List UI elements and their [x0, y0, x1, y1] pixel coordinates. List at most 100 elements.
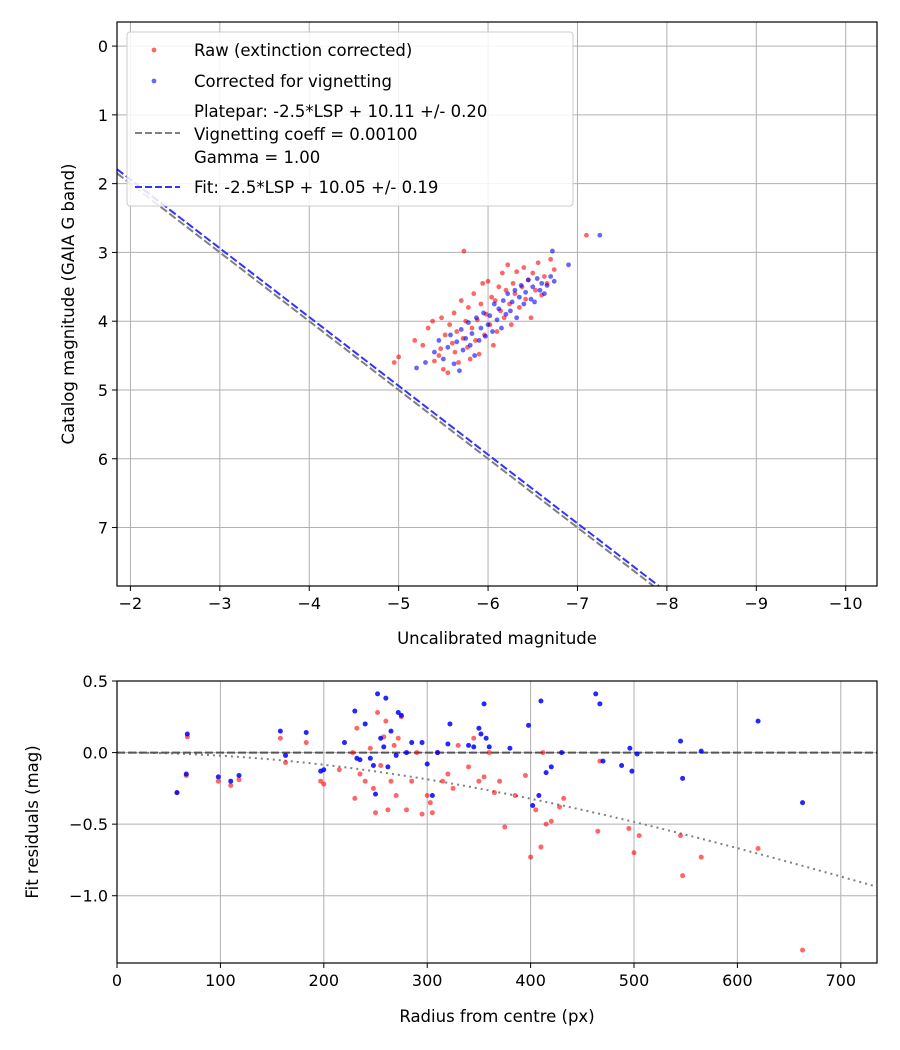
top-corrected-point: [499, 325, 504, 331]
bottom-corrected-point: [507, 745, 513, 751]
top-corrected-point: [521, 301, 527, 307]
bottom-raw-point: [283, 760, 289, 766]
top-corrected-point: [454, 339, 460, 345]
bottom-corrected-point: [174, 790, 180, 796]
bottom-corrected-point: [755, 718, 761, 724]
top-y-tick-label: 2: [98, 175, 108, 194]
bottom-plot-frame: [116, 680, 878, 964]
bottom-raw-point: [383, 718, 389, 724]
top-corrected-point: [523, 289, 529, 295]
bottom-corrected-point: [526, 722, 532, 728]
top-x-tick-label: −7: [566, 594, 590, 613]
bottom-corrected-point: [398, 712, 404, 718]
bottom-corrected-point: [228, 778, 234, 784]
top-raw-point: [456, 360, 461, 365]
bottom-corrected-point: [486, 744, 492, 750]
bottom-corrected-point: [383, 695, 389, 701]
bottom-raw-point: [561, 795, 567, 801]
bottom-raw-point: [626, 825, 632, 831]
top-raw-point: [530, 270, 536, 276]
bottom-chart: 0 100 200 300 400 500 600 700 0.5 0.0 −0.5 −1.0 Rad…: [23, 672, 878, 1026]
top-platepar-line: [117, 172, 656, 586]
top-raw-point: [420, 342, 426, 348]
bottom-raw-point: [497, 778, 503, 784]
bottom-corrected-point: [680, 775, 686, 781]
bottom-raw-point: [367, 745, 373, 751]
bottom-raw-point: [698, 854, 704, 860]
bottom-corrected-point: [283, 752, 289, 758]
bottom-raw-point: [445, 771, 451, 777]
bottom-raw-point: [755, 845, 761, 851]
top-raw-point: [458, 298, 464, 303]
top-y-tick-label: 4: [98, 312, 108, 331]
bottom-corrected-point: [627, 745, 633, 751]
top-x-tick-label: −2: [119, 594, 143, 613]
top-raw-point: [485, 278, 491, 284]
top-y-tick-label: 7: [98, 519, 108, 538]
bottom-raw-point: [631, 850, 637, 856]
top-corrected-point: [485, 322, 491, 328]
top-x-tick-label: −9: [744, 594, 768, 613]
top-corrected-point: [541, 291, 547, 297]
bottom-grid: [116, 680, 877, 963]
bottom-corrected-point: [352, 708, 358, 714]
bottom-corrected-point: [548, 764, 554, 770]
top-raw-point: [467, 356, 473, 362]
top-raw-point: [499, 270, 505, 276]
bottom-x-tick-label: 700: [826, 971, 857, 990]
legend-box: [126, 31, 574, 207]
bottom-raw-point: [800, 947, 806, 953]
top-raw-point: [478, 301, 484, 307]
bottom-corrected-point: [236, 772, 242, 778]
top-corrected-point: [458, 327, 464, 332]
top-corrected-point: [448, 332, 453, 338]
top-corrected-point: [550, 248, 555, 254]
bottom-corrected-point: [367, 755, 373, 761]
top-corrected-point: [534, 276, 540, 281]
bottom-x-tick-label: 600: [722, 971, 753, 990]
bottom-corrected-point: [357, 757, 363, 763]
bottom-corrected-point: [183, 771, 189, 777]
top-corrected-point: [508, 308, 513, 314]
bottom-raw-point: [429, 810, 435, 816]
top-x-tick-label: −8: [655, 594, 679, 613]
top-corrected-point: [490, 329, 495, 334]
top-raw-point: [412, 338, 418, 343]
bottom-corrected-point: [478, 731, 484, 737]
top-chart: −2 −3 −4 −5 −6 −7 −8 −9 −10 0 1 2 3 4 5 6 7 Uncalibrated…: [59, 21, 878, 648]
top-raw-point: [439, 315, 444, 321]
top-corrected-point: [530, 284, 536, 290]
bottom-corrected-point: [536, 793, 542, 799]
top-raw-point: [461, 248, 467, 254]
top-corrected-point: [516, 294, 522, 300]
bottom-raw-point: [354, 725, 360, 731]
bottom-raw-point: [228, 782, 234, 788]
top-raw-point: [430, 318, 436, 324]
bottom-corrected-point: [373, 791, 379, 797]
top-raw-point: [436, 353, 442, 358]
top-raw-point: [491, 342, 496, 348]
bottom-corrected-point: [404, 750, 410, 756]
bottom-raw-point: [512, 793, 518, 799]
bottom-raw-point: [486, 750, 492, 756]
bottom-raw-point: [636, 833, 642, 839]
top-raw-point: [533, 287, 538, 293]
bottom-corrected-point: [393, 752, 399, 758]
top-corrected-point: [451, 361, 457, 367]
top-raw-point: [471, 291, 477, 297]
top-ticks: −2 −3 −4 −5 −6 −7 −8 −9 −10 0 1 2 3 4 5 6 7: [98, 37, 863, 613]
top-raw-point: [396, 354, 402, 360]
top-raw-point: [451, 310, 457, 316]
bottom-raw-point: [409, 778, 415, 784]
vignetting-curve: [117, 751, 877, 888]
top-corrected-point: [539, 280, 545, 286]
top-corrected-point: [551, 278, 557, 284]
top-raw-point: [489, 294, 495, 300]
bottom-raw-point: [375, 709, 381, 715]
top-raw-point: [535, 260, 541, 266]
top-corrected-point: [476, 338, 482, 343]
bottom-corrected-point: [424, 761, 430, 767]
top-corrected-point: [467, 342, 473, 348]
top-corrected-point: [566, 262, 571, 268]
bottom-raw-point: [471, 735, 477, 741]
